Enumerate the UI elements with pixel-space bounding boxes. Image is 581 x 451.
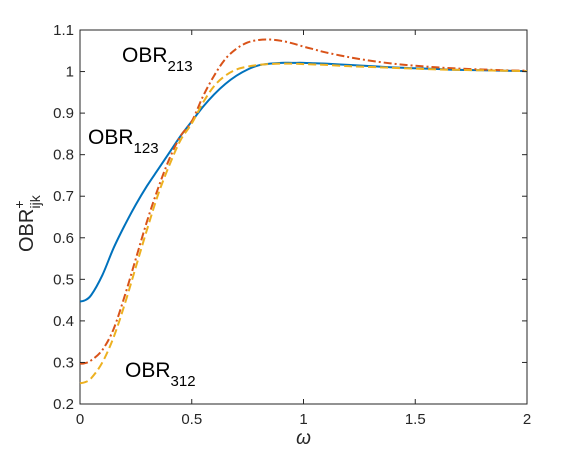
x-tick-label: 1: [299, 411, 307, 428]
y-axis-label: OBR+ijk: [11, 194, 43, 252]
series-line-obr213: [79, 38, 528, 365]
x-axis-label: ω: [296, 428, 311, 449]
plot-area: [79, 29, 528, 405]
y-tick-label: 0.7: [53, 188, 74, 205]
y-tick-label: 1: [66, 64, 74, 81]
annotation-layer: OBR213 OBR123 OBR312: [88, 44, 196, 390]
annotation-obr312: OBR312: [125, 359, 196, 390]
y-tick-label: 0.6: [53, 230, 74, 247]
annotation-obr213: OBR213: [122, 44, 193, 75]
x-tick-label: 0.5: [181, 411, 202, 428]
y-tick-label: 0.9: [53, 105, 74, 122]
plot-frame: [79, 29, 528, 405]
y-tick-label: 0.2: [53, 396, 74, 413]
ticks-layer: 0 0.5 1 1.5 2 0.2 0.3 0.4 0.5 0.6 0.7 0.8 0.9 1 1.1: [53, 22, 531, 428]
y-tick-label: 0.3: [53, 354, 74, 371]
annotation-obr123: OBR123: [88, 126, 159, 157]
x-tick-label: 2: [523, 411, 531, 428]
y-tick-label: 0.4: [53, 313, 74, 330]
x-tick-label: 1.5: [405, 411, 426, 428]
y-tick-label: 1.1: [53, 22, 74, 39]
y-tick-label: 0.5: [53, 271, 74, 288]
x-tick-label: 0: [76, 411, 84, 428]
axis-label-layer: ω OBR+ijk: [11, 194, 311, 449]
series-line-obr312: [79, 62, 528, 385]
y-tick-label: 0.8: [53, 147, 74, 164]
series-layer: [79, 38, 528, 385]
